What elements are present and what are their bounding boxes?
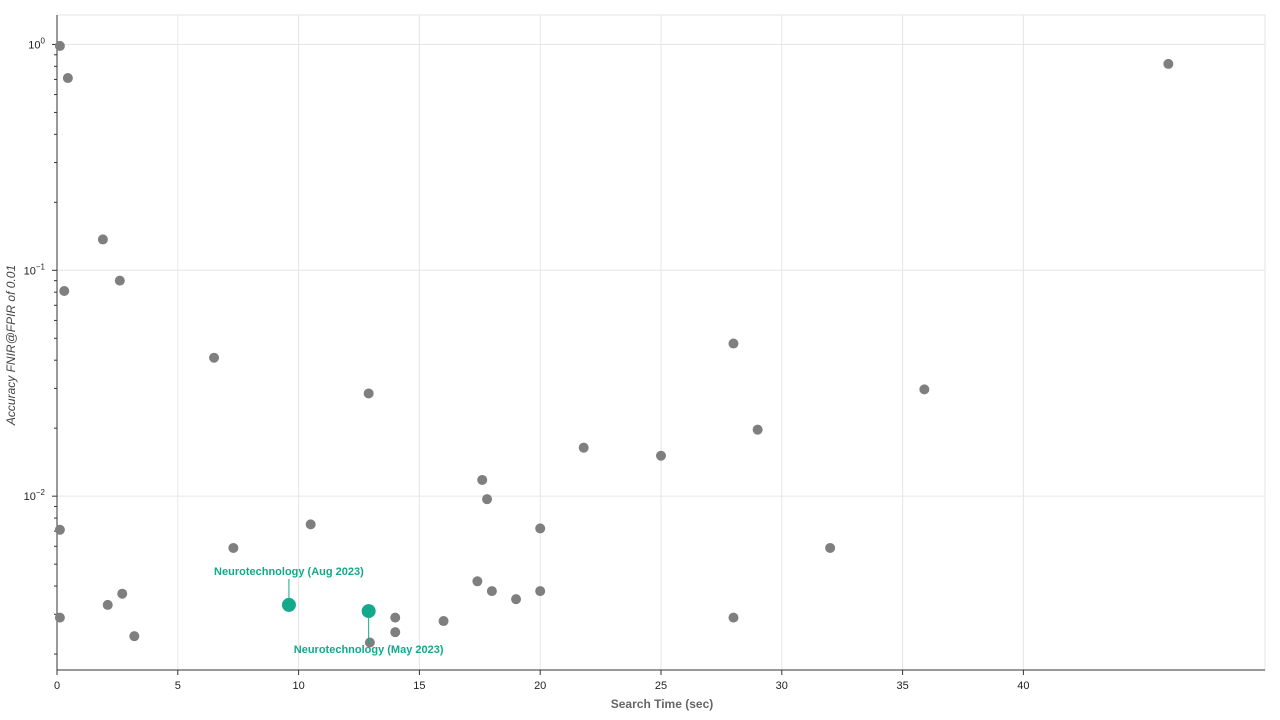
data-point <box>209 352 220 363</box>
data-points <box>54 40 1174 648</box>
data-point <box>752 424 763 435</box>
data-point <box>728 612 739 623</box>
data-point <box>482 494 493 505</box>
data-point <box>114 275 125 286</box>
data-point <box>390 627 401 638</box>
data-point <box>656 450 666 461</box>
data-point <box>472 576 483 587</box>
data-point <box>535 586 546 597</box>
data-point <box>117 588 128 599</box>
x-tick-label: 15 <box>413 680 425 692</box>
y-tick-label: 10−1 <box>24 262 46 277</box>
data-point <box>728 338 739 349</box>
data-point <box>1163 58 1174 69</box>
data-point <box>390 612 401 623</box>
data-point <box>363 388 374 399</box>
data-point <box>62 73 73 84</box>
x-tick-label: 10 <box>292 680 304 692</box>
y-axis-ticks: 100 10−1 10−2 <box>24 36 57 655</box>
x-tick-label: 25 <box>655 680 667 692</box>
data-point <box>54 612 65 623</box>
highlight-label: Neurotechnology (Aug 2023) <box>214 566 364 578</box>
x-axis-ticks: 0 5 10 15 20 25 30 35 40 <box>54 670 1030 692</box>
highlight-point <box>361 604 376 619</box>
grid-lines <box>56 14 1266 670</box>
data-point <box>54 40 65 51</box>
data-point <box>511 594 522 605</box>
data-point <box>129 631 140 642</box>
x-tick-label: 35 <box>896 680 908 692</box>
data-point <box>97 234 108 245</box>
data-point <box>486 586 497 597</box>
data-point <box>59 285 70 296</box>
highlight-label: Neurotechnology (May 2023) <box>294 644 444 656</box>
x-axis-title: Search Time (sec) <box>611 697 714 711</box>
x-tick-label: 30 <box>776 680 788 692</box>
y-tick-label: 10−2 <box>24 488 46 503</box>
data-point <box>54 524 65 535</box>
data-point <box>364 637 375 648</box>
y-tick-label: 100 <box>28 36 45 51</box>
data-point <box>305 519 316 530</box>
data-point <box>477 474 488 485</box>
highlight-point <box>281 597 296 612</box>
data-point <box>578 442 589 453</box>
y-axis-title: Accuracy FNIR@FPIR of 0.01 <box>4 265 18 426</box>
x-tick-label: 5 <box>175 680 181 692</box>
x-tick-label: 20 <box>534 680 546 692</box>
data-point <box>102 599 113 610</box>
x-tick-label: 40 <box>1017 680 1029 692</box>
highlight-points: Neurotechnology (Aug 2023) Neurotechnolog… <box>214 566 444 656</box>
data-point <box>228 542 239 553</box>
data-point <box>535 523 546 534</box>
data-point <box>438 616 449 627</box>
data-point <box>825 542 836 553</box>
data-point <box>919 384 930 395</box>
x-tick-label: 0 <box>54 680 60 692</box>
